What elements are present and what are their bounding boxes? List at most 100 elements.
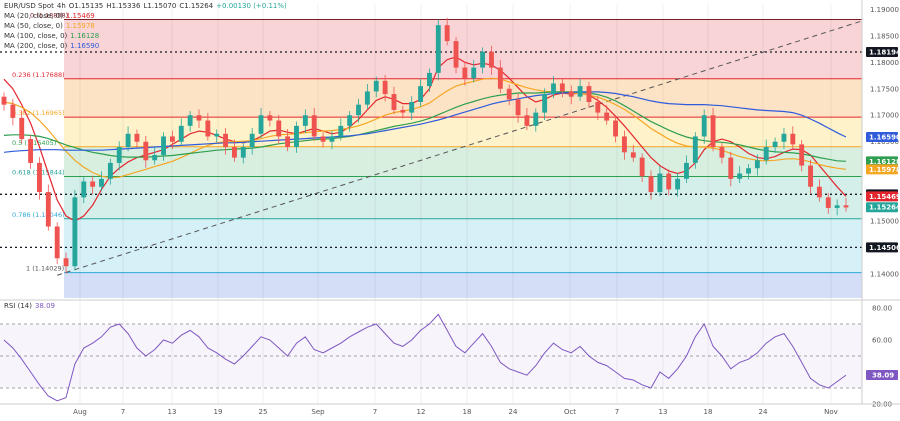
- candle-body: [37, 162, 42, 193]
- fib-label: 0.382 (1.16965): [12, 109, 65, 117]
- candle-body: [808, 165, 813, 187]
- price-tag-bg: [866, 46, 898, 57]
- candle-body: [382, 80, 388, 95]
- grid: [79, 4, 832, 404]
- price-tag: 1.15978: [866, 164, 900, 175]
- candle-body: [834, 205, 840, 208]
- trend-line: [57, 20, 863, 276]
- candle-body: [471, 67, 477, 79]
- candle-body: [45, 192, 51, 227]
- candle-body: [657, 173, 663, 193]
- timeframe[interactable]: 4h: [56, 2, 66, 10]
- candle-body: [54, 226, 60, 259]
- rsi-line: [3, 313, 847, 402]
- price-tag-bg: [866, 191, 898, 202]
- time-tick-label: 7: [615, 408, 619, 416]
- candle-body: [506, 88, 512, 100]
- candle-body: [675, 178, 681, 190]
- time-tick-label: 24: [509, 408, 518, 416]
- candle-body: [400, 109, 406, 113]
- candle-body: [648, 176, 654, 193]
- time-tick-label: Oct: [564, 408, 576, 416]
- candle-body: [116, 147, 122, 163]
- candle-body: [595, 102, 601, 113]
- time-axis[interactable]: Aug 7 13 19 25 Sep 7 12 18 24 Oct 7 13 18 24 Nov: [0, 403, 900, 416]
- fib-zone: [64, 78, 862, 118]
- price-tick-label: 1.16500: [870, 138, 899, 146]
- price-tags: 1.181941.165901.161281.159781.155071.154…: [866, 46, 900, 253]
- symbol-header: EUR/USD Spot 4h O1.15135 H1.15336 L1.15070 C1…: [4, 2, 290, 11]
- time-tick-label: 24: [759, 408, 768, 416]
- candle-body: [161, 136, 166, 155]
- price-tag-bg: [866, 202, 898, 213]
- candle-body: [223, 133, 229, 148]
- change-value: +0.00130 (+0.11%): [216, 2, 287, 10]
- candle-body: [799, 144, 805, 166]
- price-tag: 1.15469: [866, 191, 900, 202]
- ma-line-50: [3, 77, 847, 179]
- price-tag-label: 1.15469: [869, 193, 900, 201]
- time-tick-label: 7: [121, 408, 125, 416]
- price-tick-label: 1.14000: [870, 271, 899, 279]
- candle-body: [19, 117, 25, 140]
- candle-body: [719, 147, 725, 158]
- candle-body: [196, 115, 202, 121]
- candle-body: [125, 133, 131, 148]
- price-tick-label: 1.18500: [870, 32, 899, 40]
- rsi-legend[interactable]: RSI (14) 38.09: [4, 302, 56, 310]
- candle-body: [639, 157, 645, 177]
- ma-legend-50[interactable]: MA (50, close, 0) 1.15978: [4, 22, 95, 30]
- candle-body: [524, 115, 530, 126]
- time-tick-label: 13: [168, 408, 177, 416]
- rsi-tag-label: 38.09: [872, 372, 894, 380]
- candle-body: [99, 178, 104, 187]
- price-tick-label: 1.19000: [870, 6, 899, 14]
- candle-body: [107, 162, 113, 179]
- candle-body: [1, 96, 7, 105]
- candle-body: [613, 120, 618, 137]
- price-tag: 1.16590: [866, 131, 900, 142]
- time-tick-label: Aug: [73, 408, 87, 416]
- candle-body: [249, 133, 255, 148]
- candle-body: [143, 141, 149, 161]
- price-tag-bg: [866, 242, 898, 253]
- candle-body: [497, 67, 503, 89]
- candle-body: [710, 115, 716, 148]
- ma-legend-200[interactable]: MA (200, close, 0) 1.16590: [4, 42, 100, 50]
- rsi-value-tag: 38.09: [866, 370, 898, 381]
- time-tick-label: 19: [214, 408, 223, 416]
- candle-body: [728, 157, 734, 179]
- time-tick-label: 12: [417, 408, 426, 416]
- fib-label: 0.786 (1.15046): [12, 211, 65, 219]
- candle-body: [178, 125, 184, 142]
- ma-legend-20[interactable]: MA (20, close, 0) 1.15469: [4, 12, 95, 20]
- candle-body: [577, 86, 583, 97]
- candle-body: [373, 80, 379, 92]
- open-value: O1.15135: [68, 2, 104, 10]
- price-tag-bg: [866, 164, 898, 175]
- candle-body: [409, 102, 415, 113]
- candle-body: [453, 41, 459, 68]
- candle-body: [10, 104, 16, 118]
- candle-body: [825, 197, 831, 208]
- fib-label: 0.236 (1.17688): [12, 71, 65, 79]
- candle-body: [737, 173, 743, 179]
- candle-body: [214, 133, 220, 137]
- price-tag: 1.16128: [866, 156, 900, 167]
- candle-body: [258, 115, 264, 134]
- candle-body: [746, 168, 751, 174]
- candle-body: [320, 136, 326, 142]
- candle-body: [356, 104, 361, 116]
- candle-body: [692, 136, 698, 163]
- ma-legend-100[interactable]: MA (100, close, 0) 1.16128: [4, 32, 100, 40]
- rsi-tag-bg: [866, 370, 898, 381]
- support-resistance-lines: [0, 51, 862, 249]
- candle-body: [311, 115, 317, 137]
- candle-body: [559, 83, 565, 92]
- candle-body: [462, 67, 468, 79]
- symbol-name[interactable]: EUR/USD Spot: [4, 2, 54, 10]
- candle-body: [444, 25, 450, 42]
- close-value: C1.15264: [179, 2, 214, 10]
